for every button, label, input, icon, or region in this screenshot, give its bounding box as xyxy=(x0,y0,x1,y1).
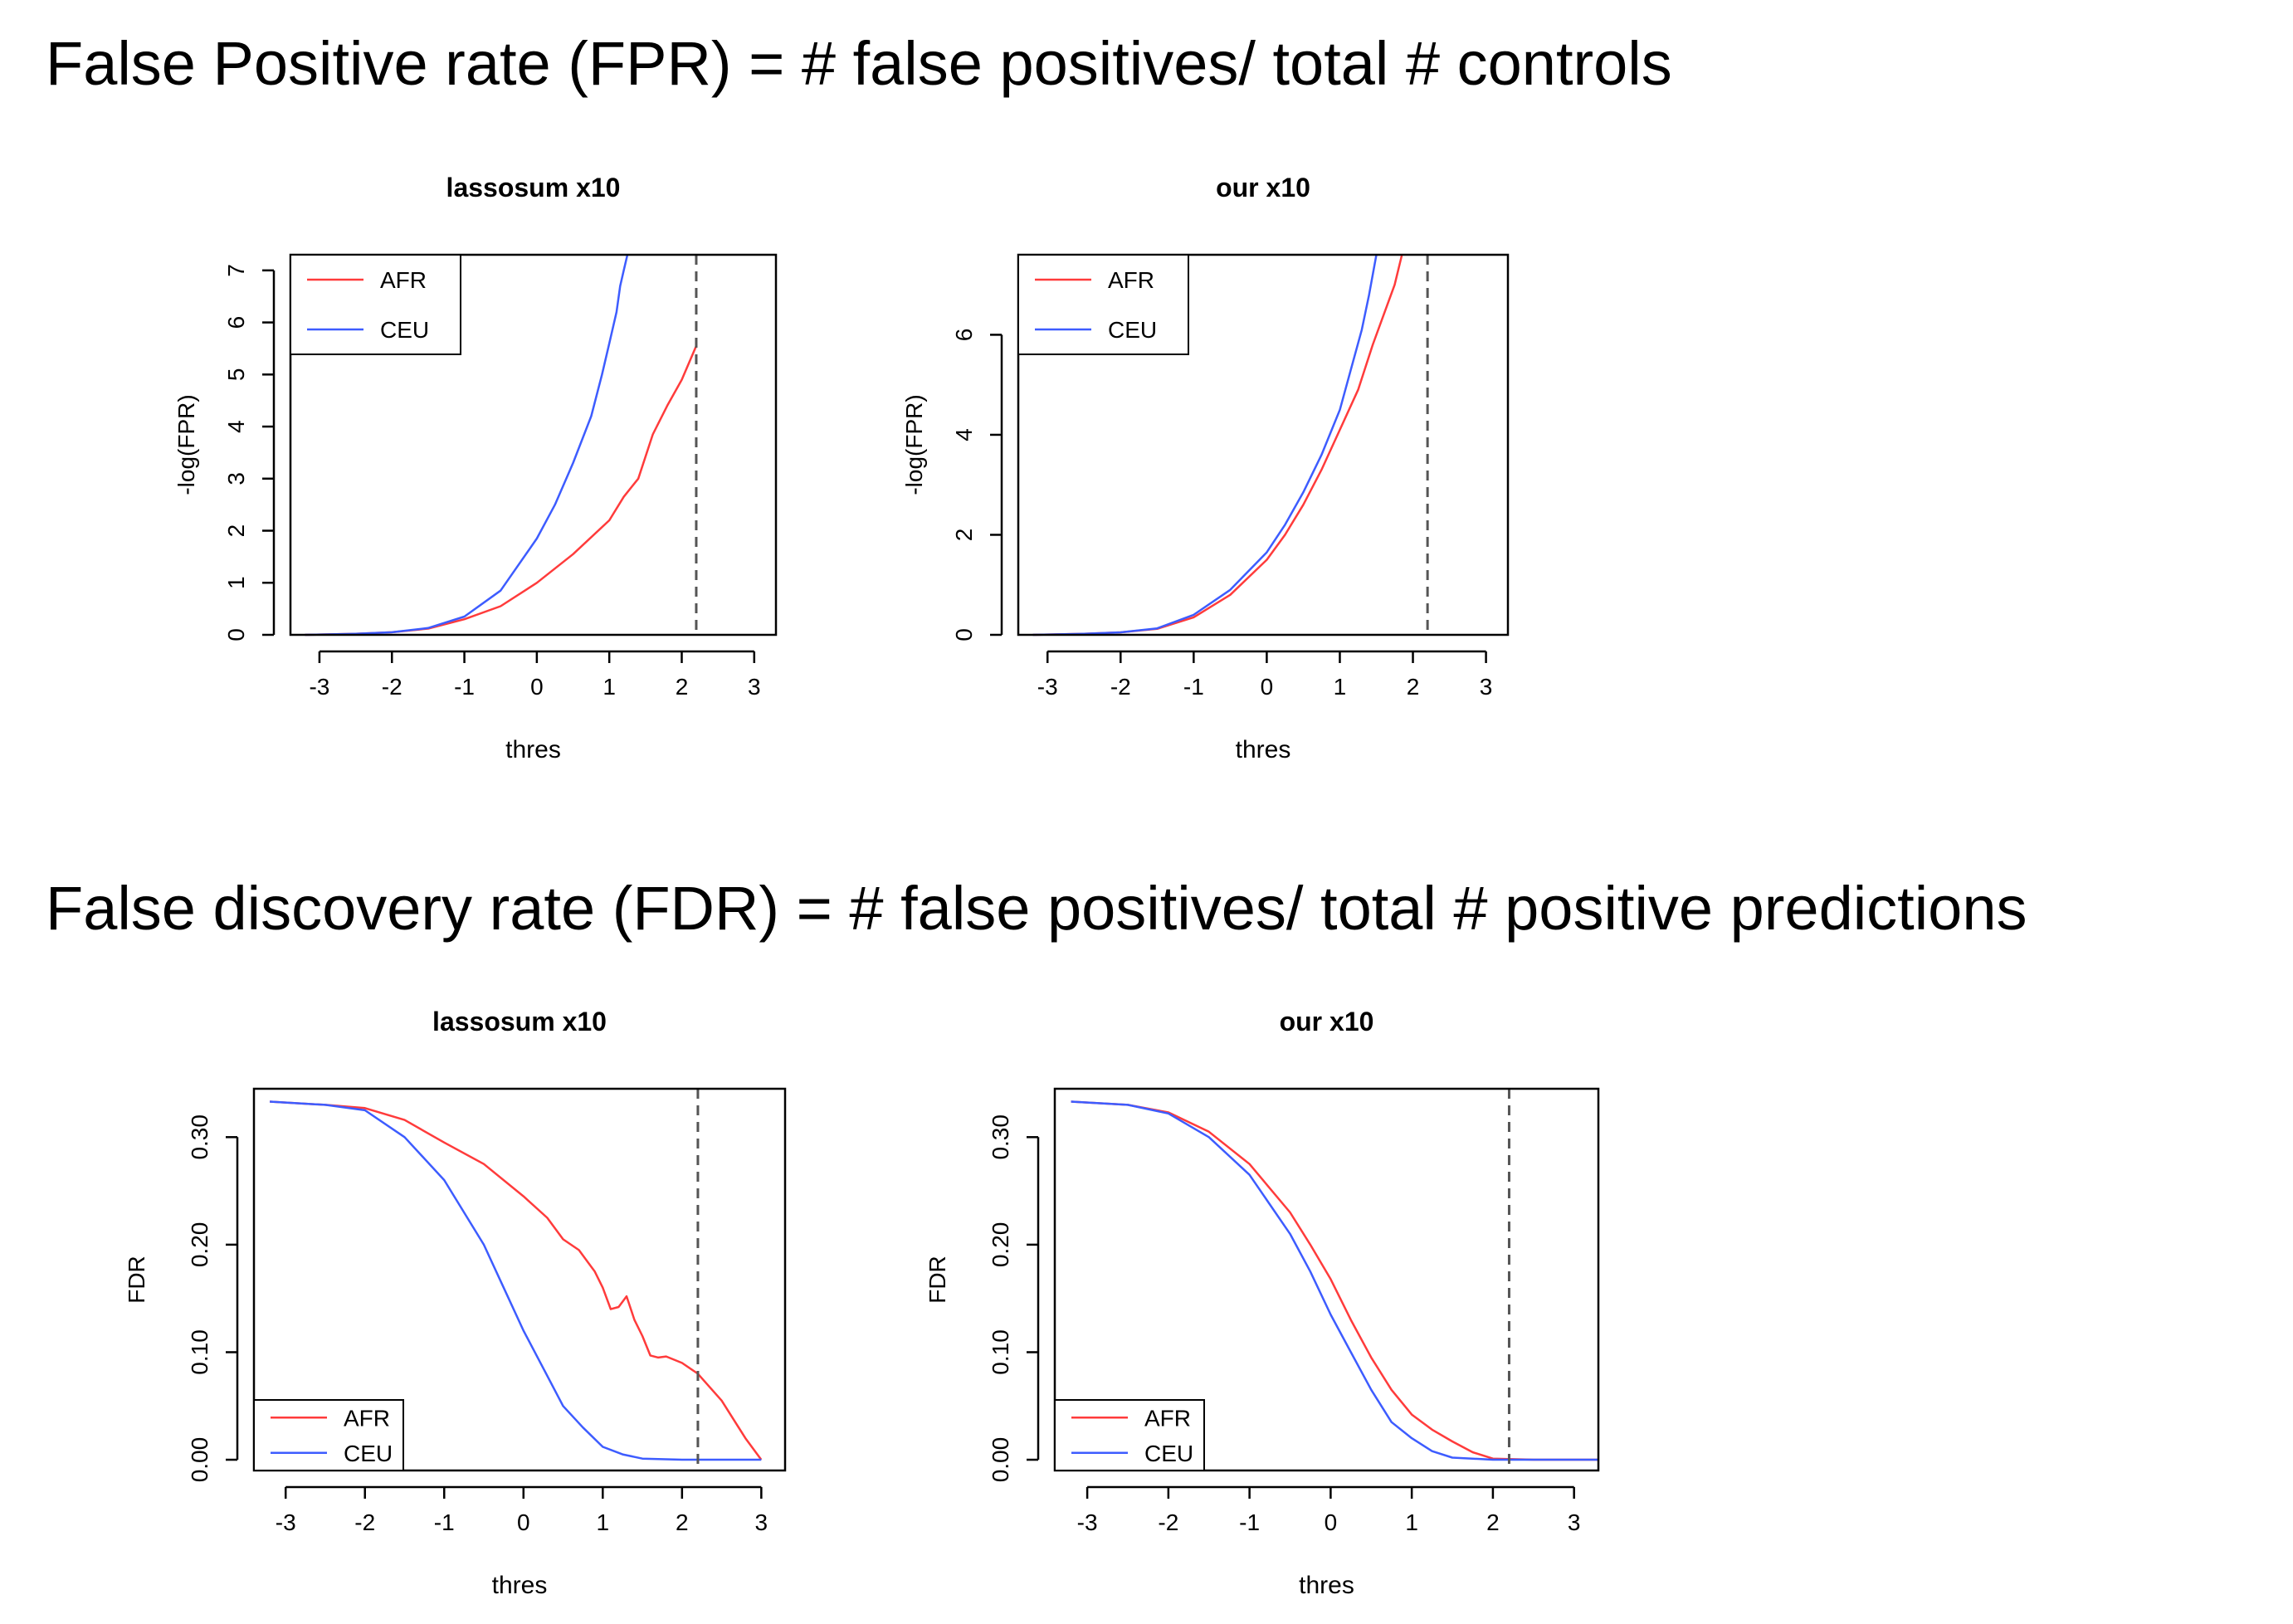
legend: AFR CEU xyxy=(253,1399,404,1471)
legend: AFR CEU xyxy=(1054,1399,1205,1471)
y-tick-label: 4 xyxy=(223,420,249,433)
x-tick-label: -2 xyxy=(1110,674,1131,700)
y-tick-label: 5 xyxy=(223,368,249,382)
x-tick-label: 3 xyxy=(1568,1509,1581,1535)
y-tick-label: 0.10 xyxy=(187,1329,212,1375)
x-tick-label: 1 xyxy=(1334,674,1347,700)
x-tick-label: 0 xyxy=(517,1509,530,1535)
fpr-headline: False Positive rate (FPR) = # false posi… xyxy=(46,29,1672,98)
y-tick-label: 1 xyxy=(223,576,249,589)
chart-svg: lassosum x10 -3 -2 -1 0 1 2 3 thres 0.00 0.10 0.20 0… xyxy=(124,1007,787,1599)
y-tick-label: 0 xyxy=(951,628,977,641)
x-tick-label: 3 xyxy=(748,674,761,700)
legend: AFR CEU xyxy=(1017,254,1189,355)
y-tick-label: 2 xyxy=(951,529,977,542)
y-axis-label: FDR xyxy=(925,1256,950,1304)
x-tick-label: 1 xyxy=(1405,1509,1418,1535)
y-axis-label: -log(FPR) xyxy=(901,394,927,495)
x-tick-label: 3 xyxy=(755,1509,768,1535)
plot-frame xyxy=(1053,1087,1600,1472)
x-tick-label: -2 xyxy=(1158,1509,1178,1535)
x-tick-label: 0 xyxy=(1325,1509,1338,1535)
series-line-afr xyxy=(270,1100,763,1461)
legend-box xyxy=(253,1399,404,1471)
legend-box xyxy=(1017,254,1189,355)
series-line-ceu xyxy=(270,1100,762,1461)
x-axis-label: thres xyxy=(492,1572,548,1599)
x-axis-label: thres xyxy=(505,736,561,763)
chart-title: our x10 xyxy=(1216,173,1310,202)
x-tick-label: 0 xyxy=(530,674,544,700)
x-tick-label: 2 xyxy=(1486,1509,1500,1535)
y-axis-label: -log(FPR) xyxy=(173,394,199,495)
legend-label-ceu: CEU xyxy=(1108,317,1157,343)
chart-svg: lassosum x10 -3 -2 -1 0 1 2 3 thres 0 1 2 3 4 5 6 7 -log(… xyxy=(173,173,778,763)
y-tick-label: 6 xyxy=(223,316,249,329)
chart-title: lassosum x10 xyxy=(432,1007,607,1036)
series-line-ceu xyxy=(1071,1100,1598,1461)
plot-frame xyxy=(289,253,778,636)
fdr-headline: False discovery rate (FDR) = # false pos… xyxy=(46,874,2027,943)
x-tick-label: 1 xyxy=(597,1509,610,1535)
x-tick-label: 2 xyxy=(676,1509,689,1535)
y-tick-label: 6 xyxy=(951,329,977,342)
series-line-ceu xyxy=(1032,254,1378,636)
y-tick-label: 0.00 xyxy=(988,1437,1013,1483)
legend: AFR CEU xyxy=(290,254,461,355)
x-tick-label: 2 xyxy=(676,674,689,700)
plot-frame xyxy=(252,1087,787,1472)
legend-label-afr: AFR xyxy=(1144,1405,1191,1431)
x-tick-label: -1 xyxy=(1183,674,1204,700)
x-tick-label: 2 xyxy=(1407,674,1420,700)
x-tick-label: -1 xyxy=(434,1509,455,1535)
x-tick-label: 1 xyxy=(603,674,616,700)
x-axis-label: thres xyxy=(1236,736,1291,763)
legend-label-ceu: CEU xyxy=(380,317,429,343)
chart-title: our x10 xyxy=(1280,1007,1374,1036)
y-tick-label: 0.20 xyxy=(187,1222,212,1268)
x-tick-label: -3 xyxy=(276,1509,296,1535)
x-axis-label: thres xyxy=(1299,1572,1354,1599)
x-tick-label: 3 xyxy=(1480,674,1493,700)
chart-title: lassosum x10 xyxy=(446,173,621,202)
x-tick-label: -3 xyxy=(1037,674,1058,700)
x-tick-label: -1 xyxy=(454,674,475,700)
y-tick-label: 3 xyxy=(223,472,249,485)
y-tick-label: 0 xyxy=(223,628,249,641)
series-line-ceu xyxy=(305,254,629,636)
y-tick-label: 7 xyxy=(223,264,249,277)
fdr-lassosum-chart: lassosum x10 -3 -2 -1 0 1 2 3 thres 0.00 0.10 0.20 0… xyxy=(108,996,822,1618)
legend-label-ceu: CEU xyxy=(344,1441,393,1466)
y-tick-label: 4 xyxy=(951,428,977,441)
x-tick-label: -2 xyxy=(354,1509,375,1535)
y-tick-label: 0.20 xyxy=(988,1222,1013,1268)
legend-label-afr: AFR xyxy=(1108,267,1154,293)
y-tick-label: 0.30 xyxy=(187,1114,212,1160)
x-tick-label: 0 xyxy=(1261,674,1274,700)
fdr-our-chart: our x10 -3 -2 -1 0 1 2 3 thres 0.00 0.10 0.20 0.30 FD… xyxy=(909,996,1622,1618)
legend-label-afr: AFR xyxy=(344,1405,390,1431)
legend-box xyxy=(1054,1399,1205,1471)
legend-label-ceu: CEU xyxy=(1144,1441,1193,1466)
y-axis-label: FDR xyxy=(124,1256,149,1304)
fpr-lassosum-chart: lassosum x10 -3 -2 -1 0 1 2 3 thres 0 1 2 3 4 5 6 7 -log(… xyxy=(133,162,813,809)
y-tick-label: 2 xyxy=(223,524,249,538)
y-tick-label: 0.10 xyxy=(988,1329,1013,1375)
x-tick-label: -3 xyxy=(309,674,329,700)
y-tick-label: 0.00 xyxy=(187,1437,212,1483)
x-tick-label: -2 xyxy=(382,674,402,700)
chart-svg: our x10 -3 -2 -1 0 1 2 3 thres 0.00 0.10 0.20 0.30 FD… xyxy=(925,1007,1600,1599)
series-line-afr xyxy=(1071,1100,1598,1461)
plot-frame xyxy=(1017,253,1510,636)
legend-box xyxy=(290,254,461,355)
fpr-our-chart: our x10 -3 -2 -1 0 1 2 3 thres 0 2 4 6 -log(FPR) AFR CE… xyxy=(859,162,1539,809)
chart-svg: our x10 -3 -2 -1 0 1 2 3 thres 0 2 4 6 -log(FPR) AFR CE… xyxy=(901,173,1510,763)
y-tick-label: 0.30 xyxy=(988,1114,1013,1160)
x-tick-label: -1 xyxy=(1239,1509,1260,1535)
legend-label-afr: AFR xyxy=(380,267,427,293)
x-tick-label: -3 xyxy=(1077,1509,1098,1535)
